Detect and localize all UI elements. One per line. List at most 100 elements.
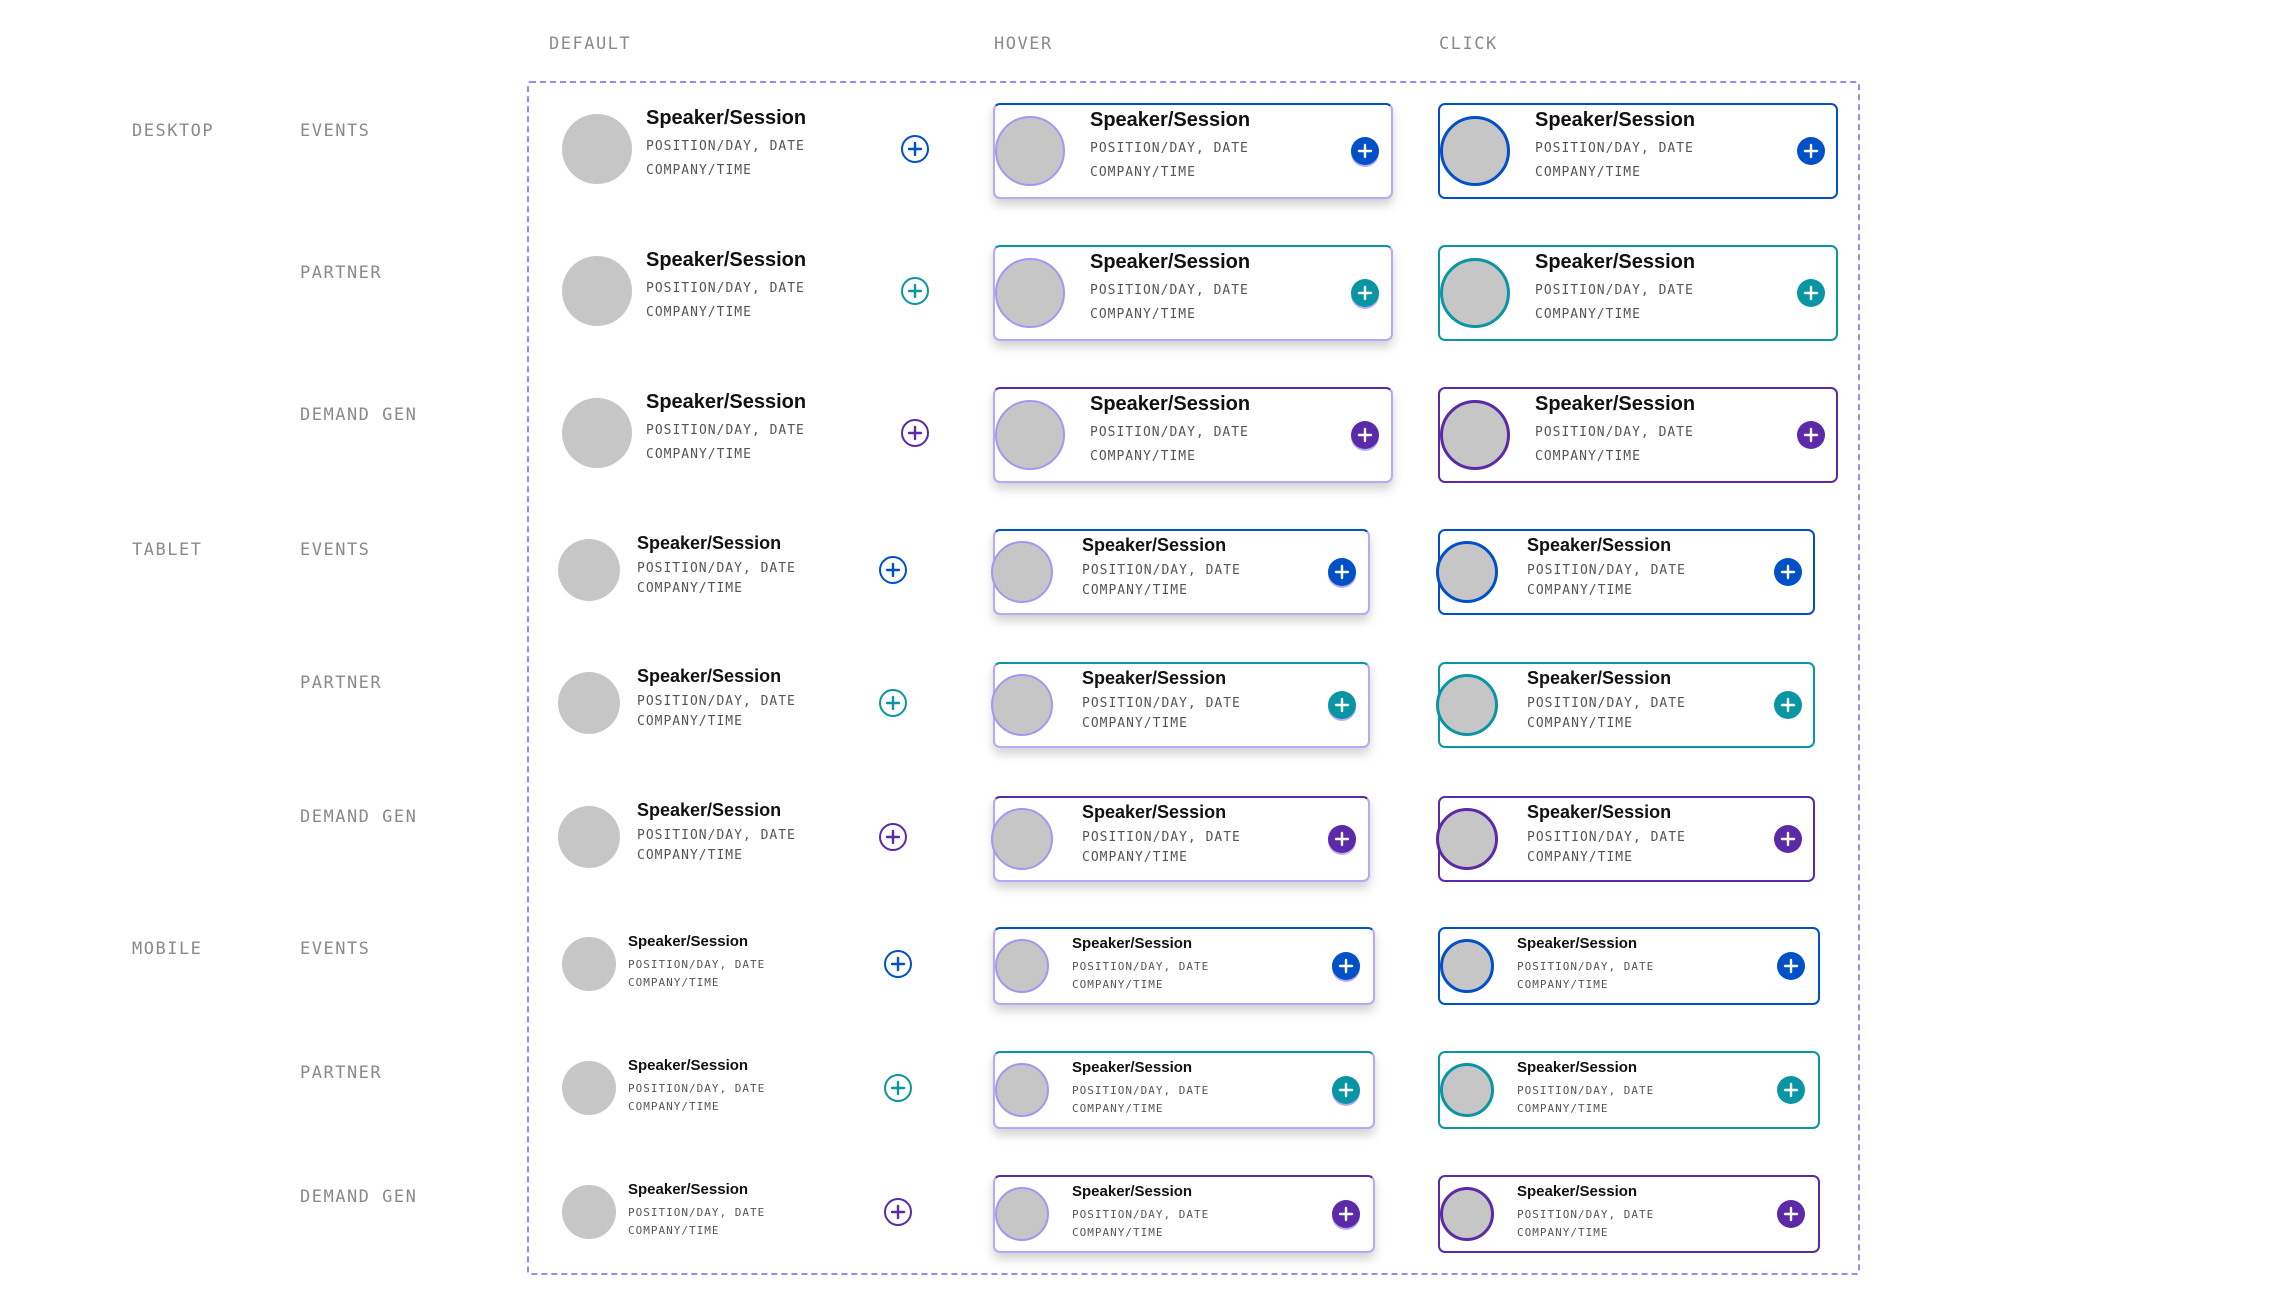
plus-icon [1780,831,1796,847]
add-button[interactable] [1797,137,1825,165]
session-card-click-mobile-partner[interactable]: Speaker/Session POSITION/DAY, DATE COMPANY… [1438,1051,1820,1129]
add-button[interactable] [1332,1200,1360,1228]
session-card-default-mobile-events[interactable]: Speaker/Session POSITION/DAY, DATE COMPANY… [555,927,937,1005]
avatar [1440,939,1494,993]
session-title: Speaker/Session [1082,802,1227,822]
add-button[interactable] [1351,279,1379,307]
session-card-default-desktop-events[interactable]: Speaker/Session POSITION/DAY, DATE COMPANY… [555,103,955,199]
session-position-date: POSITION/DAY, DATE [1072,960,1210,973]
session-position-date: POSITION/DAY, DATE [1535,141,1694,156]
add-button[interactable] [1332,1076,1360,1104]
session-card-hover-desktop-demand-gen[interactable]: Speaker/Session POSITION/DAY, DATE COMPANY… [993,387,1393,483]
session-card-click-desktop-demand-gen[interactable]: Speaker/Session POSITION/DAY, DATE COMPANY… [1438,387,1838,483]
add-button[interactable] [879,556,907,584]
session-card-click-desktop-partner[interactable]: Speaker/Session POSITION/DAY, DATE COMPANY… [1438,245,1838,341]
session-card-default-mobile-partner[interactable]: Speaker/Session POSITION/DAY, DATE COMPANY… [555,1051,937,1129]
avatar [995,1063,1049,1117]
session-card-hover-mobile-events[interactable]: Speaker/Session POSITION/DAY, DATE COMPANY… [993,927,1375,1005]
avatar [995,939,1049,993]
add-button[interactable] [1328,825,1356,853]
session-card-click-tablet-partner[interactable]: Speaker/Session POSITION/DAY, DATE COMPANY… [1436,662,1815,748]
session-position-date: POSITION/DAY, DATE [1090,141,1249,156]
session-card-default-desktop-demand-gen[interactable]: Speaker/Session POSITION/DAY, DATE COMPANY… [555,387,955,483]
session-card-hover-mobile-demand-gen[interactable]: Speaker/Session POSITION/DAY, DATE COMPANY… [993,1175,1375,1253]
session-card-default-tablet-partner[interactable]: Speaker/Session POSITION/DAY, DATE COMPANY… [555,662,932,748]
plus-icon [885,562,901,578]
session-title: Speaker/Session [646,391,807,413]
session-company-time: COMPANY/TIME [1090,449,1196,464]
session-company-time: COMPANY/TIME [1517,978,1609,991]
add-button[interactable] [879,823,907,851]
device-label-tablet: TABLET [132,540,203,560]
session-title: Speaker/Session [1527,802,1672,822]
session-card-hover-tablet-partner[interactable]: Speaker/Session POSITION/DAY, DATE COMPANY… [991,662,1370,748]
session-card-hover-mobile-partner[interactable]: Speaker/Session POSITION/DAY, DATE COMPANY… [993,1051,1375,1129]
session-card-hover-desktop-partner[interactable]: Speaker/Session POSITION/DAY, DATE COMPANY… [993,245,1393,341]
session-card-default-desktop-partner[interactable]: Speaker/Session POSITION/DAY, DATE COMPANY… [555,245,955,341]
session-company-time: COMPANY/TIME [1535,165,1641,180]
add-button[interactable] [884,950,912,978]
session-company-time: COMPANY/TIME [646,447,752,462]
add-button[interactable] [901,419,929,447]
variant-label-partner: PARTNER [300,1063,383,1083]
session-card-click-tablet-events[interactable]: Speaker/Session POSITION/DAY, DATE COMPANY… [1436,529,1815,615]
session-card-click-mobile-events[interactable]: Speaker/Session POSITION/DAY, DATE COMPANY… [1438,927,1820,1005]
session-card-click-tablet-demand-gen[interactable]: Speaker/Session POSITION/DAY, DATE COMPANY… [1436,796,1815,882]
device-label-mobile: MOBILE [132,939,203,959]
plus-icon [1803,285,1819,301]
add-button[interactable] [1774,825,1802,853]
session-position-date: POSITION/DAY, DATE [1535,425,1694,440]
plus-icon [1334,831,1350,847]
add-button[interactable] [901,277,929,305]
session-company-time: COMPANY/TIME [637,848,743,863]
add-button[interactable] [1777,1076,1805,1104]
session-company-time: COMPANY/TIME [1072,978,1164,991]
column-header-default: DEFAULT [549,34,632,54]
add-button[interactable] [1328,558,1356,586]
add-button[interactable] [1774,558,1802,586]
add-button[interactable] [1351,137,1379,165]
session-company-time: COMPANY/TIME [628,976,720,989]
session-card-hover-tablet-demand-gen[interactable]: Speaker/Session POSITION/DAY, DATE COMPANY… [991,796,1370,882]
session-card-default-tablet-demand-gen[interactable]: Speaker/Session POSITION/DAY, DATE COMPANY… [555,796,932,882]
avatar [1436,541,1498,603]
session-card-default-tablet-events[interactable]: Speaker/Session POSITION/DAY, DATE COMPANY… [555,529,932,615]
session-title: Speaker/Session [637,800,782,820]
session-title: Speaker/Session [1082,668,1227,688]
add-button[interactable] [1797,421,1825,449]
add-button[interactable] [879,689,907,717]
plus-icon [1357,285,1373,301]
session-company-time: COMPANY/TIME [646,163,752,178]
avatar [991,541,1053,603]
add-button[interactable] [1797,279,1825,307]
add-button[interactable] [1328,691,1356,719]
session-company-time: COMPANY/TIME [1517,1102,1609,1115]
add-button[interactable] [1332,952,1360,980]
avatar [1440,258,1510,328]
session-card-click-mobile-demand-gen[interactable]: Speaker/Session POSITION/DAY, DATE COMPANY… [1438,1175,1820,1253]
avatar [1440,116,1510,186]
avatar [562,114,632,184]
add-button[interactable] [884,1198,912,1226]
session-position-date: POSITION/DAY, DATE [628,1206,766,1219]
avatar [1436,808,1498,870]
session-title: Speaker/Session [1517,1183,1638,1200]
session-card-click-desktop-events[interactable]: Speaker/Session POSITION/DAY, DATE COMPANY… [1438,103,1838,199]
add-button[interactable] [1777,952,1805,980]
session-position-date: POSITION/DAY, DATE [637,694,796,709]
variant-label-demand-gen: DEMAND GEN [300,405,418,425]
session-title: Speaker/Session [1535,109,1696,131]
add-button[interactable] [1774,691,1802,719]
session-title: Speaker/Session [646,249,807,271]
session-title: Speaker/Session [1527,668,1672,688]
add-button[interactable] [884,1074,912,1102]
session-card-hover-tablet-events[interactable]: Speaker/Session POSITION/DAY, DATE COMPANY… [991,529,1370,615]
avatar [558,806,620,868]
session-card-hover-desktop-events[interactable]: Speaker/Session POSITION/DAY, DATE COMPANY… [993,103,1393,199]
plus-icon [1780,564,1796,580]
add-button[interactable] [1777,1200,1805,1228]
session-card-default-mobile-demand-gen[interactable]: Speaker/Session POSITION/DAY, DATE COMPANY… [555,1175,937,1253]
add-button[interactable] [901,135,929,163]
variant-label-partner: PARTNER [300,673,383,693]
add-button[interactable] [1351,421,1379,449]
